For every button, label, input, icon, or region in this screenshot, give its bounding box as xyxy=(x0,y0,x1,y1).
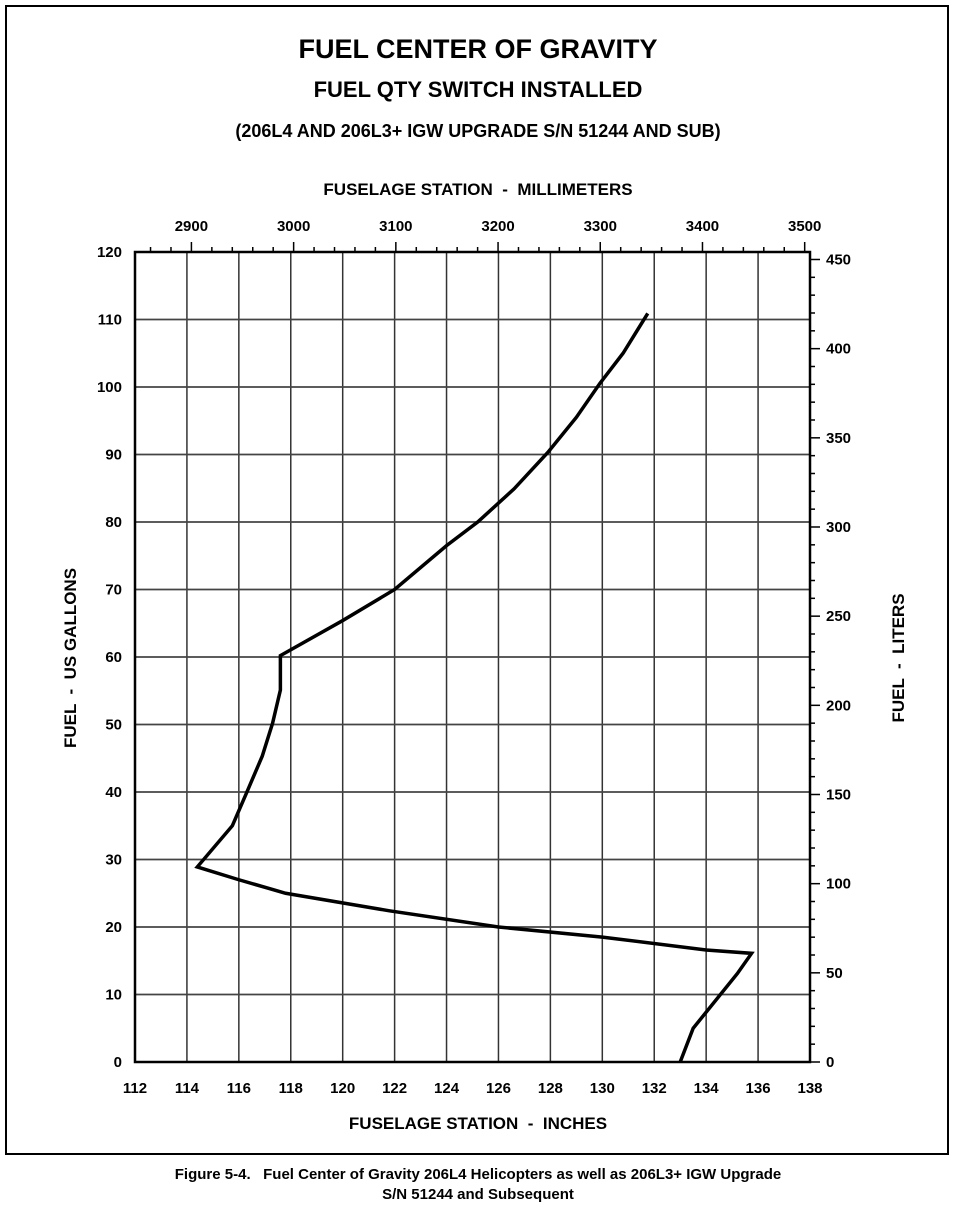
right-tick-label: 250 xyxy=(826,608,851,625)
fuel-cg-curve xyxy=(194,312,755,1063)
x-tick-label: 136 xyxy=(746,1080,771,1097)
x-tick-label: 112 xyxy=(123,1080,147,1097)
y-tick-label: 60 xyxy=(105,649,122,666)
x-tick-label: 124 xyxy=(434,1080,460,1097)
right-tick-label: 150 xyxy=(826,786,851,803)
x-axis-label: FUSELAGE STATION - INCHES xyxy=(349,1114,607,1133)
y-tick-label: 40 xyxy=(105,784,122,801)
x-tick-label: 120 xyxy=(330,1080,355,1097)
y-axis-label: FUEL - US GALLONS xyxy=(61,568,80,748)
top-tick-label: 3500 xyxy=(788,218,821,235)
top-tick-label: 3300 xyxy=(584,218,617,235)
y-tick-label: 20 xyxy=(105,919,122,936)
right-tick-label: 300 xyxy=(826,519,851,536)
y-tick-label: 100 xyxy=(97,379,122,396)
y-tick-label: 120 xyxy=(97,244,122,261)
y-tick-label: 0 xyxy=(114,1054,122,1071)
x-tick-label: 138 xyxy=(797,1080,822,1097)
x-tick-label: 118 xyxy=(279,1080,303,1097)
caption-line-1: Figure 5-4. Fuel Center of Gravity 206L4… xyxy=(175,1166,781,1183)
right-tick-label: 350 xyxy=(826,430,851,447)
top-axis-label: FUSELAGE STATION - MILLIMETERS xyxy=(323,180,632,199)
chart-title: FUEL CENTER OF GRAVITY xyxy=(298,34,657,64)
top-tick-label: 3100 xyxy=(379,218,412,235)
top-tick-label: 2900 xyxy=(175,218,208,235)
x-tick-label: 132 xyxy=(642,1080,667,1097)
figure-border xyxy=(5,5,949,1155)
x-tick-label: 128 xyxy=(538,1080,563,1097)
right-tick-label: 450 xyxy=(826,251,851,268)
right-tick-label: 100 xyxy=(826,876,851,893)
top-tick-label: 3400 xyxy=(686,218,719,235)
right-axis-label: FUEL - LITERS xyxy=(889,593,908,722)
x-tick-label: 126 xyxy=(486,1080,511,1097)
right-tick-label: 0 xyxy=(826,1054,834,1071)
x-tick-label: 114 xyxy=(175,1080,200,1097)
right-tick-label: 50 xyxy=(826,965,843,982)
top-tick-label: 3200 xyxy=(481,218,514,235)
y-tick-label: 50 xyxy=(105,717,122,734)
top-tick-label: 3000 xyxy=(277,218,310,235)
y-tick-label: 80 xyxy=(105,514,122,531)
x-tick-label: 130 xyxy=(590,1080,615,1097)
y-tick-label: 30 xyxy=(105,852,122,869)
plot-frame xyxy=(133,250,812,1064)
right-tick-label: 400 xyxy=(826,341,851,358)
chart-subtitle: FUEL QTY SWITCH INSTALLED xyxy=(314,77,643,102)
caption-line-2: S/N 51244 and Subsequent xyxy=(382,1186,574,1203)
y-tick-label: 70 xyxy=(105,582,122,599)
chart-subtitle-2: (206L4 AND 206L3+ IGW UPGRADE S/N 51244 … xyxy=(235,121,720,141)
x-tick-label: 116 xyxy=(227,1080,251,1097)
y-tick-label: 10 xyxy=(105,987,122,1004)
y-tick-label: 110 xyxy=(98,312,122,329)
y-tick-label: 90 xyxy=(105,447,122,464)
right-tick-label: 200 xyxy=(826,697,851,714)
x-tick-label: 134 xyxy=(694,1080,720,1097)
x-tick-label: 122 xyxy=(382,1080,407,1097)
